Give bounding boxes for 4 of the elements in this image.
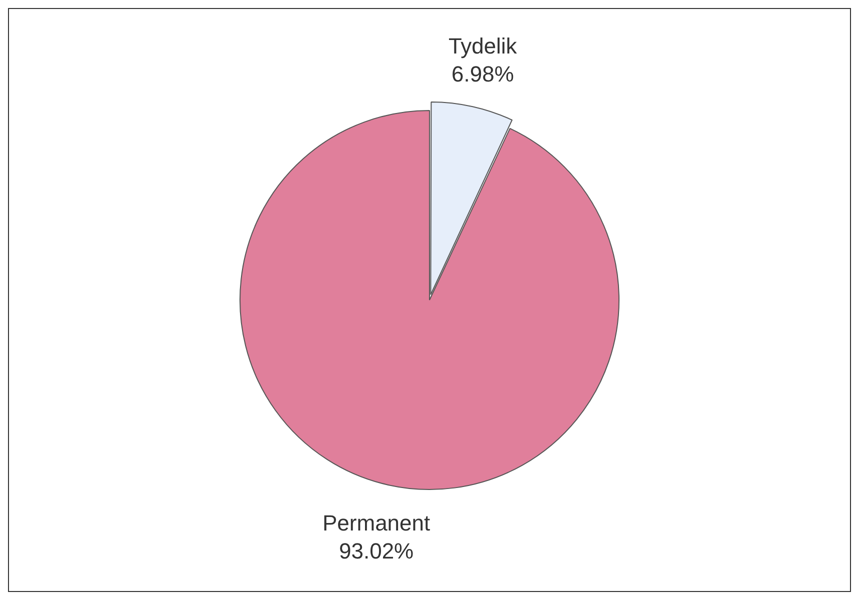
data-label: 93.02% — [339, 538, 414, 564]
data-label: 6.98% — [451, 61, 514, 86]
slice-label: Permanent — [322, 510, 430, 536]
slice-label: Tydelik — [448, 33, 518, 58]
